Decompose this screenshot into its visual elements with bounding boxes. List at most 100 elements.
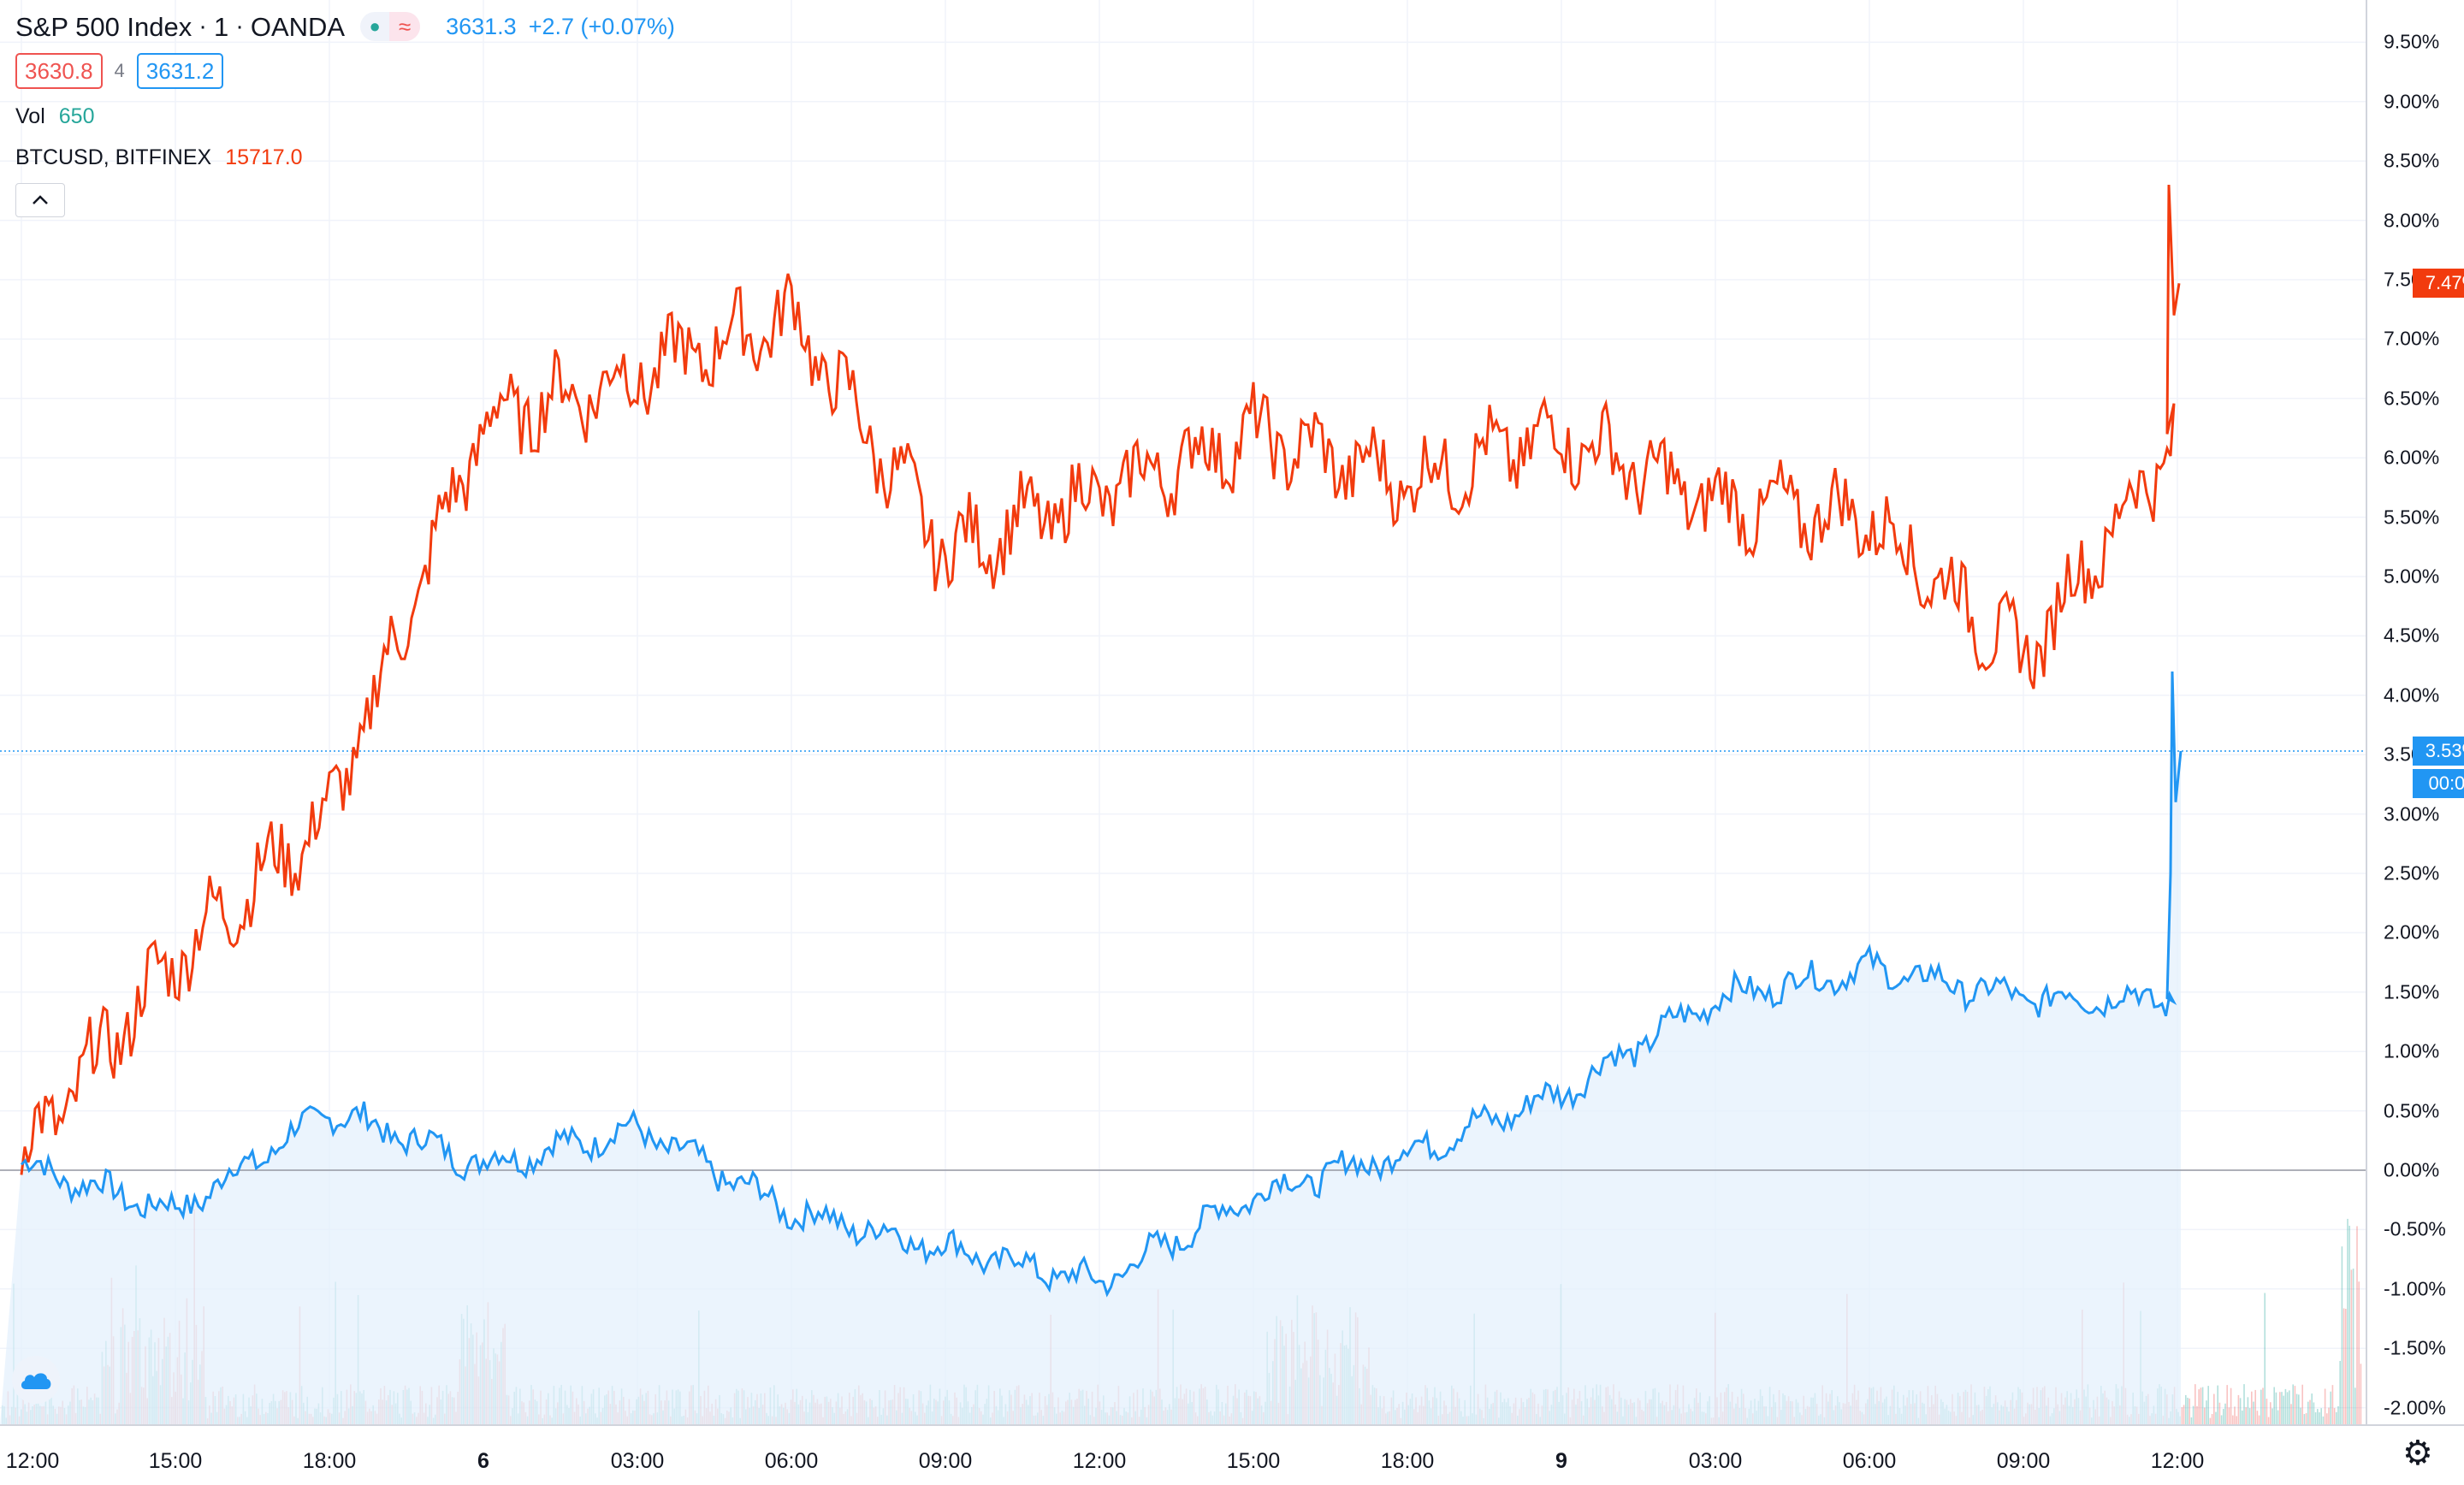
volume-bar: [2343, 1308, 2345, 1425]
volume-bar: [2324, 1388, 2326, 1425]
spread-value: 4: [114, 60, 125, 81]
cloud-logo-icon[interactable]: [12, 1356, 60, 1404]
compare-symbol-value: 15717.0: [225, 145, 303, 169]
symbol-name[interactable]: S&P 500 Index: [15, 11, 192, 42]
volume-bar: [2185, 1394, 2187, 1425]
volume-bar: [2223, 1409, 2224, 1425]
price-axis-label: -1.50%: [2384, 1336, 2446, 1359]
volume-bar: [2258, 1415, 2260, 1425]
volume-bar: [2267, 1417, 2270, 1425]
volume-bar: [2330, 1391, 2331, 1425]
volume-bar: [2273, 1387, 2275, 1425]
volume-bar: [2298, 1394, 2300, 1425]
volume-bar: [2213, 1393, 2215, 1425]
time-axis-label: 18:00: [302, 1449, 357, 1473]
volume-bar: [2320, 1408, 2322, 1425]
volume-bar: [2314, 1411, 2317, 1425]
volume-bar: [2348, 1225, 2350, 1425]
volume-bar: [2190, 1417, 2193, 1425]
volume-bar: [2358, 1281, 2360, 1425]
volume-bar: [2281, 1392, 2283, 1425]
time-axis-label: 12:00: [1072, 1449, 1127, 1473]
price-axis-label: -0.50%: [2384, 1217, 2446, 1240]
interval-label[interactable]: 1: [213, 11, 229, 42]
volume-bar: [2251, 1391, 2253, 1425]
separator: ·: [198, 12, 207, 40]
volume-bar: [2243, 1384, 2245, 1425]
volume-bar: [2311, 1393, 2313, 1425]
volume-bar: [2356, 1226, 2358, 1425]
volume-bar: [2211, 1413, 2213, 1425]
source-label[interactable]: OANDA: [250, 11, 346, 42]
time-axis-label: 09:00: [918, 1449, 973, 1473]
volume-bar: [2224, 1403, 2226, 1425]
volume-bar: [2350, 1269, 2353, 1425]
legend: S&P 500 Index · 1 · OANDA ● ≈ 3631.3 +2.…: [15, 12, 675, 217]
separator: ·: [235, 12, 244, 40]
time-axis-label: 18:00: [1380, 1449, 1435, 1473]
volume-bar: [2254, 1389, 2256, 1425]
volume-bar: [2187, 1397, 2189, 1425]
main-series-area: [0, 672, 2181, 1425]
price-axis-label: 5.50%: [2384, 506, 2440, 529]
market-status-pill[interactable]: ● ≈: [360, 12, 421, 41]
delayed-wave-icon: ≈: [389, 12, 421, 41]
volume-bar: [2354, 1387, 2356, 1425]
bid-price-button[interactable]: 3630.8: [15, 53, 103, 89]
volume-bar: [2289, 1390, 2290, 1425]
compare-series-line[interactable]: [20, 184, 2181, 1175]
volume-bar: [2262, 1387, 2264, 1425]
price-axis-label: -1.00%: [2384, 1277, 2446, 1300]
price-axis-label: 9.00%: [2384, 90, 2440, 113]
volume-bar: [2319, 1412, 2320, 1425]
volume-bar: [2339, 1360, 2341, 1425]
legend-main-row[interactable]: S&P 500 Index · 1 · OANDA ● ≈ 3631.3 +2.…: [15, 12, 675, 41]
volume-bar: [2337, 1405, 2339, 1425]
volume-bar: [2256, 1411, 2259, 1425]
volume-bar: [2204, 1407, 2206, 1425]
volume-bar: [2270, 1402, 2272, 1425]
collapse-legend-button[interactable]: [15, 183, 65, 217]
volume-bar: [2336, 1411, 2337, 1425]
volume-bar: [2215, 1411, 2217, 1425]
volume-bar: [2313, 1402, 2315, 1425]
volume-bar: [2322, 1416, 2325, 1425]
volume-bar: [2234, 1406, 2236, 1425]
price-axis-label: 8.50%: [2384, 149, 2440, 172]
volume-value: 650: [58, 104, 95, 128]
price-axis-label: 7.00%: [2384, 327, 2440, 350]
volume-bar: [2200, 1387, 2202, 1425]
price-axis-label: 5.00%: [2384, 565, 2440, 588]
price-axis[interactable]: 9.50% 9.00% 8.50% 8.00% 7.50% 7.00% 6.50% 6.00%…: [2366, 0, 2464, 1425]
volume-bar: [2317, 1409, 2319, 1425]
price-axis-label: 4.50%: [2384, 624, 2440, 647]
price-axis-label: 6.50%: [2384, 387, 2440, 410]
time-axis-label: 15:00: [1226, 1449, 1281, 1473]
volume-bar: [2305, 1412, 2307, 1425]
volume-bar: [2239, 1398, 2242, 1425]
volume-bar: [2253, 1401, 2254, 1425]
volume-label: Vol: [15, 104, 45, 128]
price-axis-label: 1.50%: [2384, 980, 2440, 1003]
volume-bar: [2247, 1397, 2249, 1425]
gear-icon[interactable]: ⚙: [2402, 1435, 2433, 1472]
price-axis-label: 2.00%: [2384, 920, 2440, 944]
volume-legend-row[interactable]: Vol 650: [15, 106, 675, 127]
time-axis-label: 15:00: [148, 1449, 203, 1473]
time-axis[interactable]: 12:00 15:00 18:00 6 03:00 06:00 09:00 12:00 15:0…: [0, 1425, 2366, 1485]
compare-legend-row[interactable]: BTCUSD, BITFINEX 15717.0: [15, 147, 675, 169]
volume-bar: [2300, 1407, 2301, 1425]
volume-bar: [2194, 1384, 2196, 1425]
volume-bar: [2236, 1416, 2237, 1425]
volume-bar: [2286, 1392, 2289, 1425]
volume-bar: [2230, 1387, 2232, 1425]
volume-bar: [2248, 1408, 2251, 1425]
main-series-line[interactable]: [20, 671, 2183, 1298]
volume-bar: [2309, 1399, 2311, 1425]
volume-bar: [2326, 1413, 2328, 1425]
time-axis-label: 06:00: [764, 1449, 819, 1473]
ask-price-button[interactable]: 3631.2: [136, 53, 224, 89]
volume-bar: [2352, 1269, 2354, 1425]
main-price-tag: 3.53%: [2413, 737, 2464, 766]
